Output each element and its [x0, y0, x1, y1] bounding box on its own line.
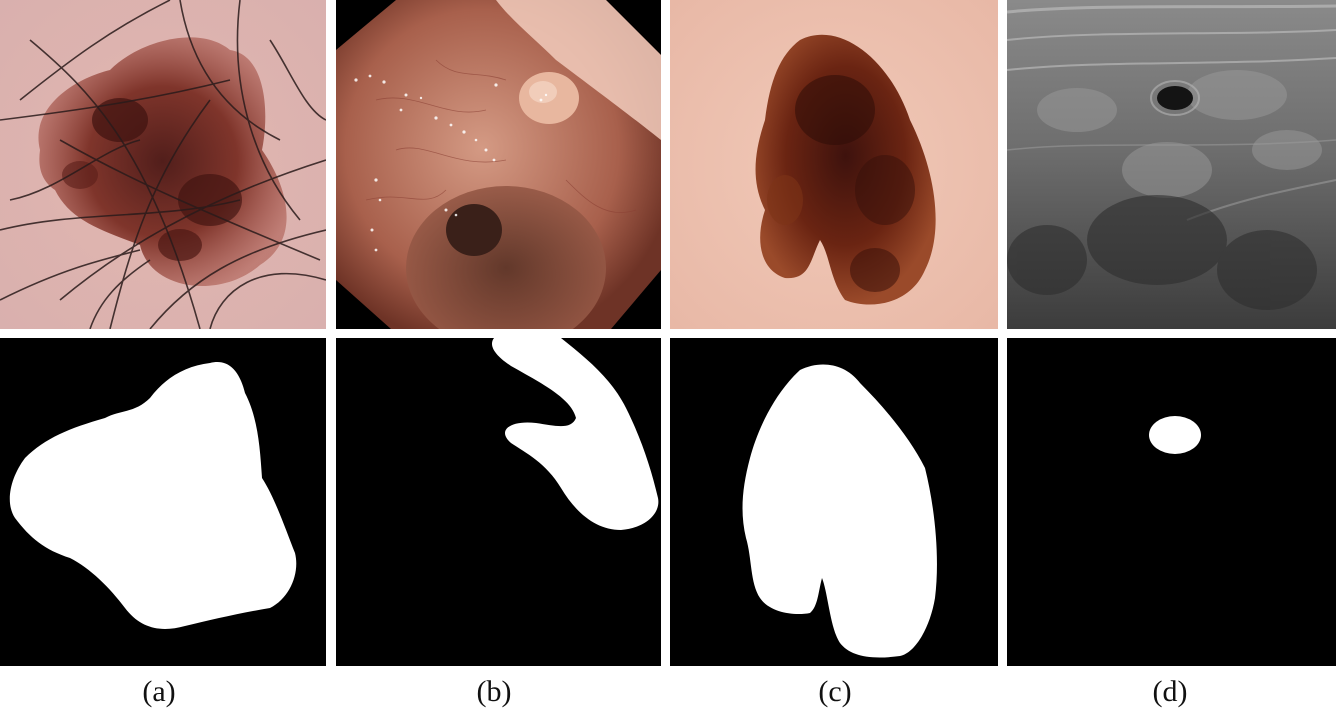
panel-c-mask [670, 338, 998, 666]
segmentation-mask-a [0, 338, 326, 666]
dermoscopy-pigmented-image [670, 0, 998, 329]
caption-d: (d) [1152, 675, 1188, 708]
caption-b: (b) [476, 675, 512, 708]
segmentation-mask-c [670, 338, 998, 666]
colonoscopy-image [336, 0, 661, 329]
segmentation-mask-b [336, 338, 661, 666]
caption-c: (c) [818, 675, 852, 708]
panel-d-image [1007, 0, 1336, 329]
panel-b-image [336, 0, 661, 329]
panel-b-mask [336, 338, 661, 666]
panel-d-mask [1007, 338, 1336, 666]
ultrasound-image [1007, 0, 1336, 329]
caption-a: (a) [142, 675, 176, 708]
panel-a-image [0, 0, 326, 329]
panel-a-mask [0, 338, 326, 666]
segmentation-mask-d [1007, 338, 1336, 666]
dermoscopy-hair-image [0, 0, 326, 329]
panel-c-image [670, 0, 998, 329]
